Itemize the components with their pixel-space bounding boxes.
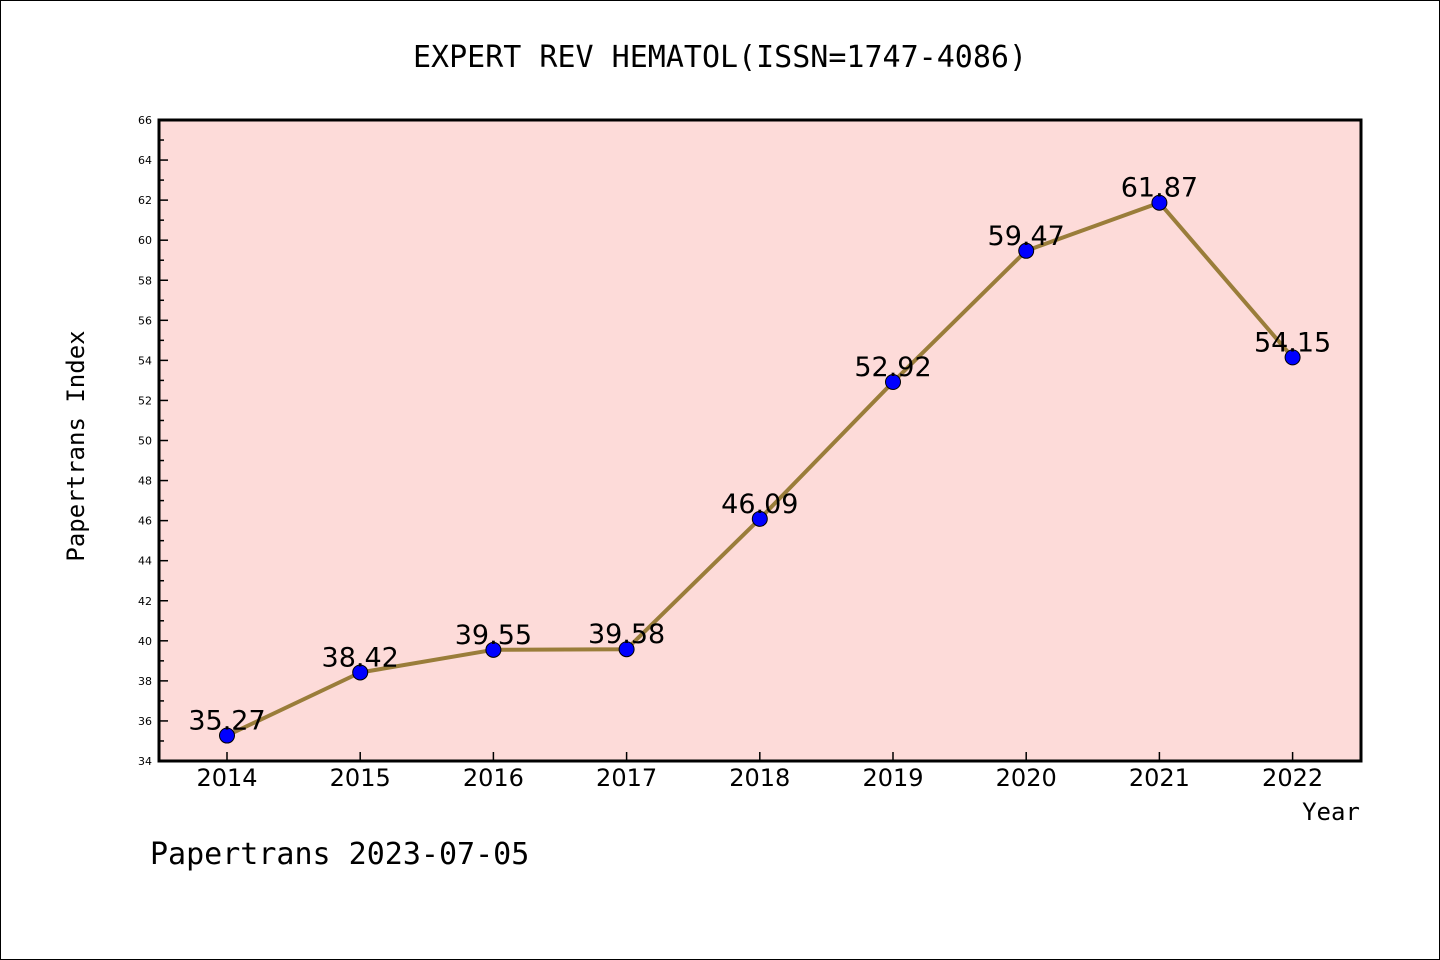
data-point <box>618 641 635 658</box>
data-label: 54.15 <box>1254 327 1331 358</box>
y-tick-label: 42 <box>138 595 152 608</box>
x-tick-label: 2017 <box>596 764 657 792</box>
y-tick-label: 38 <box>138 675 152 688</box>
y-tick-label: 64 <box>138 154 152 167</box>
x-axis-label: Year <box>1302 798 1360 826</box>
data-point <box>219 727 235 744</box>
data-label: 59.47 <box>988 221 1065 252</box>
chart-title: EXPERT REV HEMATOL(ISSN=1747-4086) <box>413 40 1027 75</box>
data-label: 39.55 <box>455 620 532 651</box>
y-tick-label: 44 <box>138 555 152 568</box>
data-label: 35.27 <box>188 706 265 737</box>
y-tick-label: 56 <box>138 314 152 327</box>
y-tick-label: 54 <box>138 354 152 367</box>
y-tick-label: 60 <box>138 234 152 247</box>
x-tick-label: 2021 <box>1129 764 1190 792</box>
y-tick-label: 36 <box>138 715 152 728</box>
data-label: 46.09 <box>721 489 798 520</box>
plot-border <box>157 118 1363 763</box>
x-tick-label: 2020 <box>996 764 1057 792</box>
x-tick-label: 2022 <box>1262 764 1323 792</box>
y-tick-label: 48 <box>138 475 152 488</box>
y-tick-label: 66 <box>138 114 152 127</box>
data-point <box>1018 242 1035 259</box>
data-point <box>485 641 502 658</box>
data-label: 52.92 <box>854 352 931 383</box>
x-tick-label: 2015 <box>330 764 391 792</box>
x-tick-label: 2019 <box>862 764 923 792</box>
y-tick-label: 52 <box>138 394 152 407</box>
x-axis-ticks: 2014 2015 2016 2017 2018 2019 2020 2021 2022 <box>196 752 1323 792</box>
data-point <box>1284 349 1301 366</box>
data-markers <box>219 194 1301 744</box>
y-axis-label: Papertrans Index <box>62 330 90 561</box>
x-tick-label: 2018 <box>729 764 790 792</box>
y-tick-label: 62 <box>138 194 152 207</box>
data-point <box>885 374 901 391</box>
data-label: 61.87 <box>1121 173 1198 204</box>
x-tick-label: 2014 <box>196 764 257 792</box>
data-labels: 35.27 38.42 39.55 39.58 46.09 52.92 59.47 61.87… <box>188 173 1331 737</box>
y-tick-label: 58 <box>138 274 152 287</box>
x-tick-label: 2016 <box>463 764 524 792</box>
footer-text: Papertrans 2023-07-05 <box>150 837 529 872</box>
plot-area <box>159 120 1361 761</box>
data-point <box>1151 194 1168 211</box>
data-label: 38.42 <box>322 642 399 673</box>
y-tick-label: 50 <box>138 435 152 448</box>
y-tick-label: 40 <box>138 635 152 648</box>
data-point <box>352 664 369 681</box>
data-point <box>751 510 768 527</box>
y-tick-label: 46 <box>138 515 152 528</box>
data-label: 39.58 <box>588 619 665 650</box>
y-tick-label: 34 <box>138 755 152 768</box>
